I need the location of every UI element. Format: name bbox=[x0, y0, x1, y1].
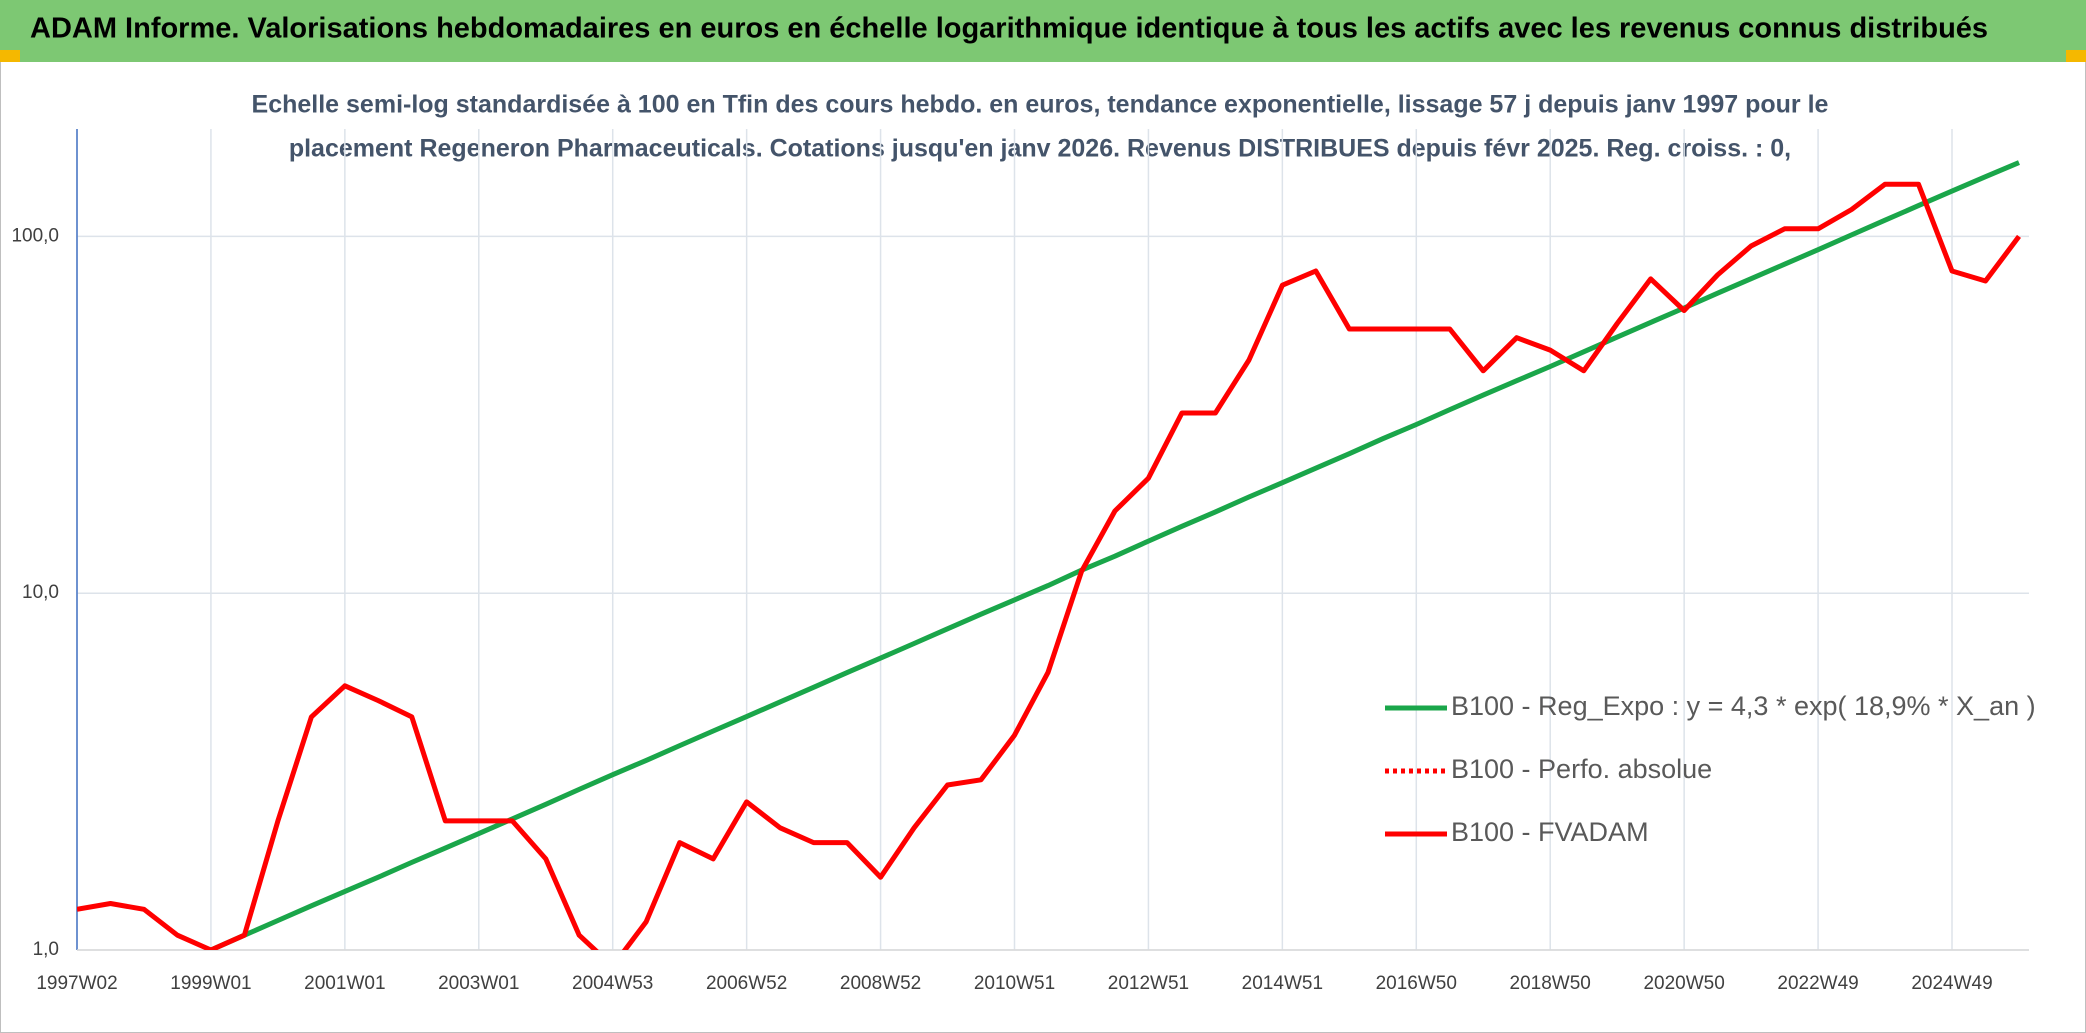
x-tick-label: 2014W51 bbox=[1242, 973, 1323, 994]
x-tick-label: 1999W01 bbox=[170, 973, 251, 994]
x-tick-label: 2024W49 bbox=[1911, 973, 1992, 994]
corner bbox=[2066, 50, 2086, 62]
banner bbox=[0, 0, 2086, 62]
x-tick-label: 2018W50 bbox=[1510, 973, 1591, 994]
x-tick-label: 1997W02 bbox=[36, 973, 117, 994]
x-tick-label: 2010W51 bbox=[974, 973, 1055, 994]
x-tick-label: 2020W50 bbox=[1643, 973, 1724, 994]
y-tick-label: 100,0 bbox=[11, 225, 59, 246]
x-tick-label: 2001W01 bbox=[304, 973, 385, 994]
subtitle: placement Regeneron Pharmaceuticals. Cot… bbox=[289, 135, 1791, 163]
corner bbox=[0, 50, 20, 62]
subtitle: Echelle semi-log standardisée à 100 en T… bbox=[252, 91, 1829, 119]
chart-title: ADAM Informe. Valorisations hebdomadaire… bbox=[30, 13, 1988, 45]
x-tick-label: 2003W01 bbox=[438, 973, 519, 994]
legend-label: B100 - Reg_Expo : y = 4,3 * exp( 18,9% *… bbox=[1451, 691, 2036, 721]
x-tick-label: 2012W51 bbox=[1108, 973, 1189, 994]
legend-label: B100 - Perfo. absolue bbox=[1451, 754, 1712, 784]
x-tick-label: 2016W50 bbox=[1376, 973, 1457, 994]
x-tick-label: 2022W49 bbox=[1777, 973, 1858, 994]
x-tick-label: 2004W53 bbox=[572, 973, 653, 994]
y-tick-label: 10,0 bbox=[22, 582, 59, 603]
y-tick-label: 1,0 bbox=[33, 939, 59, 960]
data-line bbox=[77, 181, 2021, 950]
legend-label: B100 - FVADAM bbox=[1451, 817, 1649, 847]
x-tick-label: 2008W52 bbox=[840, 973, 921, 994]
data-line bbox=[204, 160, 2020, 950]
x-tick-label: 2006W52 bbox=[706, 973, 787, 994]
plot-area bbox=[77, 160, 2021, 950]
